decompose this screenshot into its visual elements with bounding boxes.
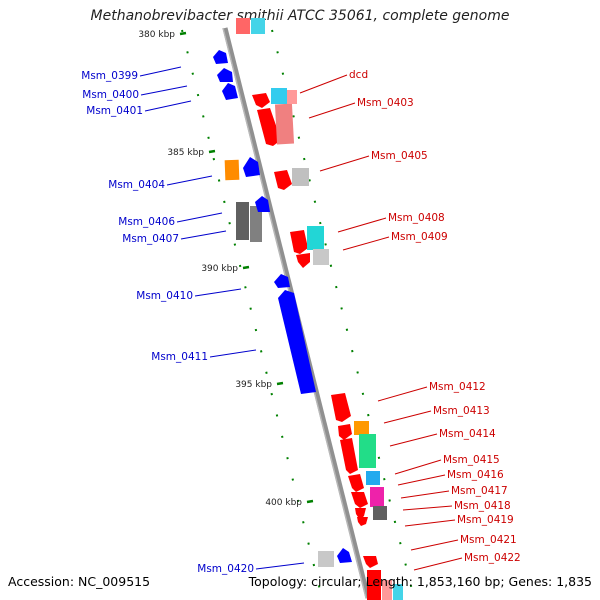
svg-text:Msm_0419: Msm_0419 bbox=[457, 514, 514, 526]
gene-msm-0417[interactable] bbox=[348, 474, 364, 492]
label-msm-0412[interactable]: Msm_0412 bbox=[377, 381, 486, 402]
gene-msm-0405[interactable] bbox=[274, 170, 292, 190]
label-msm-0413[interactable]: Msm_0413 bbox=[383, 405, 490, 424]
gene-msm-0420[interactable] bbox=[318, 548, 352, 567]
svg-text:Msm_0410: Msm_0410 bbox=[136, 290, 193, 302]
svg-text:Msm_0409: Msm_0409 bbox=[391, 231, 448, 243]
summary-text: Topology: circular; Length: 1,853,160 bp… bbox=[248, 574, 592, 589]
tick-1: 380 kbp bbox=[138, 30, 187, 40]
map-title: Methanobrevibacter smithii ATCC 35061, c… bbox=[90, 8, 510, 24]
ticks-layer: 380 kbp 385 kbp 390 kbp 395 kbp 400 kbp bbox=[138, 30, 314, 508]
tick-3: 390 kbp bbox=[201, 264, 250, 274]
label-msm-0400[interactable]: Msm_0400 bbox=[82, 85, 188, 101]
svg-text:Msm_0414: Msm_0414 bbox=[439, 428, 496, 440]
gene-msm-0403b[interactable] bbox=[274, 103, 295, 145]
gene-msm-0404[interactable] bbox=[224, 159, 240, 181]
svg-text:Msm_0411: Msm_0411 bbox=[151, 351, 208, 363]
gene-msm-0416[interactable] bbox=[366, 471, 380, 485]
tick-label: 400 kbp bbox=[265, 498, 302, 508]
gene-msm-0410[interactable] bbox=[274, 274, 290, 288]
gene-msm-0408b[interactable] bbox=[307, 226, 324, 250]
gene-msm-0399[interactable] bbox=[213, 50, 228, 64]
gene-msm-0417b[interactable] bbox=[370, 487, 384, 507]
svg-text:Msm_0406: Msm_0406 bbox=[118, 216, 175, 228]
gene-msm-0411[interactable] bbox=[278, 290, 316, 394]
label-msm-0401[interactable]: Msm_0401 bbox=[86, 100, 192, 117]
labels-layer: Msm_0399 Msm_0400 Msm_0401 Msm_0404 Msm_0406… bbox=[81, 66, 521, 575]
svg-text:Msm_0416: Msm_0416 bbox=[447, 469, 504, 481]
svg-text:Msm_0421: Msm_0421 bbox=[460, 534, 517, 546]
label-msm-0420[interactable]: Msm_0420 bbox=[197, 562, 305, 575]
gene-msm-0408[interactable] bbox=[290, 230, 308, 254]
label-msm-0405[interactable]: Msm_0405 bbox=[319, 150, 428, 172]
gene-msm-0403[interactable] bbox=[257, 108, 281, 146]
svg-text:Msm_0403: Msm_0403 bbox=[357, 97, 414, 109]
svg-text:Msm_0413: Msm_0413 bbox=[433, 405, 490, 417]
label-msm-0421[interactable]: Msm_0421 bbox=[410, 534, 517, 551]
label-msm-0415[interactable]: Msm_0415 bbox=[394, 454, 500, 475]
svg-text:dcd: dcd bbox=[349, 69, 368, 81]
gene-msm-0406[interactable] bbox=[236, 202, 262, 242]
label-msm-0416[interactable]: Msm_0416 bbox=[397, 469, 504, 486]
gene-msm-0415[interactable] bbox=[340, 438, 358, 474]
tick-4: 395 kbp bbox=[235, 380, 284, 390]
gene-msm-0421[interactable] bbox=[363, 556, 378, 568]
gene-msm-0414b[interactable] bbox=[359, 434, 376, 468]
accession-text: Accession: NC_009515 bbox=[8, 574, 151, 589]
svg-text:Msm_0412: Msm_0412 bbox=[429, 381, 486, 393]
gene-msm-0414[interactable] bbox=[338, 424, 352, 440]
gene-msm-0407[interactable] bbox=[255, 196, 270, 212]
label-dcd[interactable]: dcd bbox=[299, 69, 368, 94]
label-msm-0422[interactable]: Msm_0422 bbox=[413, 552, 521, 571]
gene-msm-0418[interactable] bbox=[351, 492, 368, 508]
tick-2: 385 kbp bbox=[167, 148, 216, 158]
gene-msm-0401[interactable] bbox=[222, 83, 238, 100]
label-msm-0399[interactable]: Msm_0399 bbox=[81, 66, 182, 82]
label-msm-0419[interactable]: Msm_0419 bbox=[404, 514, 514, 527]
label-msm-0407[interactable]: Msm_0407 bbox=[122, 230, 227, 245]
label-msm-0406[interactable]: Msm_0406 bbox=[118, 212, 223, 228]
tick-label: 380 kbp bbox=[138, 30, 175, 40]
label-msm-0403[interactable]: Msm_0403 bbox=[308, 97, 414, 119]
gene-dcd-b[interactable] bbox=[271, 88, 287, 104]
tick-label: 395 kbp bbox=[235, 380, 272, 390]
gene-msm-0412[interactable] bbox=[331, 393, 351, 422]
svg-text:Msm_0415: Msm_0415 bbox=[443, 454, 500, 466]
svg-text:Msm_0418: Msm_0418 bbox=[454, 500, 511, 512]
gene-dcd[interactable] bbox=[252, 93, 270, 108]
tick-5: 400 kbp bbox=[265, 498, 314, 508]
label-msm-0404[interactable]: Msm_0404 bbox=[108, 175, 213, 191]
tick-label: 385 kbp bbox=[167, 148, 204, 158]
gene-msm-0419[interactable] bbox=[373, 506, 387, 520]
svg-text:Msm_0417: Msm_0417 bbox=[451, 485, 508, 497]
gene-msm-0404b[interactable] bbox=[243, 157, 260, 177]
svg-text:Msm_0401: Msm_0401 bbox=[86, 105, 143, 117]
gene-top-left[interactable] bbox=[236, 18, 265, 34]
svg-text:Msm_0405: Msm_0405 bbox=[371, 150, 428, 162]
gene-msm-0409[interactable] bbox=[296, 253, 310, 268]
gene-msm-0405b[interactable] bbox=[292, 168, 309, 186]
label-msm-0408[interactable]: Msm_0408 bbox=[337, 212, 445, 233]
label-msm-0414[interactable]: Msm_0414 bbox=[389, 428, 496, 447]
svg-text:Msm_0399: Msm_0399 bbox=[81, 70, 138, 82]
svg-text:Msm_0400: Msm_0400 bbox=[82, 89, 139, 101]
label-msm-0410[interactable]: Msm_0410 bbox=[136, 288, 242, 302]
gene-msm-0413[interactable] bbox=[354, 421, 369, 435]
svg-text:Msm_0407: Msm_0407 bbox=[122, 233, 179, 245]
label-msm-0417[interactable]: Msm_0417 bbox=[400, 485, 508, 499]
label-msm-0411[interactable]: Msm_0411 bbox=[151, 349, 257, 363]
svg-text:Msm_0408: Msm_0408 bbox=[388, 212, 445, 224]
gene-msm-0422[interactable] bbox=[367, 570, 381, 600]
svg-text:Msm_0404: Msm_0404 bbox=[108, 179, 165, 191]
svg-text:Msm_0420: Msm_0420 bbox=[197, 563, 254, 575]
label-msm-0409[interactable]: Msm_0409 bbox=[342, 231, 448, 251]
label-msm-0418[interactable]: Msm_0418 bbox=[402, 500, 511, 512]
svg-text:Msm_0422: Msm_0422 bbox=[464, 552, 521, 564]
tick-label: 390 kbp bbox=[201, 264, 238, 274]
gene-msm-0400[interactable] bbox=[217, 68, 233, 82]
